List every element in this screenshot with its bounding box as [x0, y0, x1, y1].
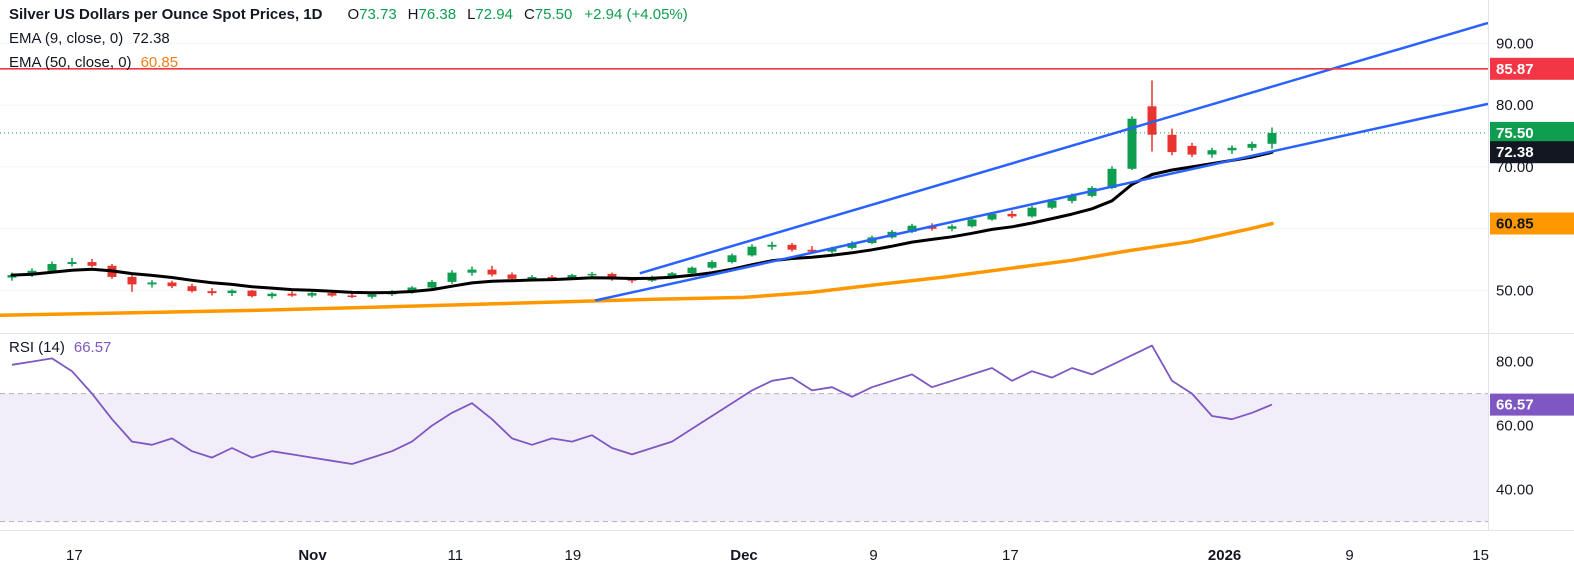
ohlc-low: L72.94	[467, 6, 513, 23]
axis-badge: 75.50	[1490, 121, 1574, 144]
symbol-title: Silver US Dollars per Ounce Spot Prices,…	[9, 6, 323, 23]
time-axis-label[interactable]: Nov	[298, 547, 327, 564]
axis-badge: 60.85	[1490, 212, 1574, 235]
ema9-legend-row[interactable]: EMA (9, close, 0) 72.38	[9, 30, 170, 47]
axis-badge: 85.87	[1490, 57, 1574, 80]
svg-text:66.57: 66.57	[1496, 397, 1534, 414]
ema9-line[interactable]	[10, 150, 1274, 295]
ema50-value: 60.85	[140, 54, 179, 71]
high-value: 76.38	[418, 6, 457, 23]
svg-text:60.85: 60.85	[1496, 216, 1534, 233]
low-value: 72.94	[475, 6, 513, 23]
axis-badge: 66.57	[1490, 393, 1574, 416]
axis-label: 80.00	[1496, 97, 1534, 114]
axis-label: 90.00	[1496, 35, 1534, 52]
ema50-line[interactable]	[0, 221, 1274, 318]
ema50-label: EMA (50, close, 0)	[9, 54, 132, 71]
rsi-label: RSI (14)	[9, 339, 65, 356]
rsi-value: 66.57	[73, 339, 112, 356]
time-axis-label[interactable]: 15	[1472, 547, 1489, 564]
time-axis-label[interactable]: 2026	[1208, 547, 1241, 564]
ohlc-close: C75.50	[524, 6, 572, 23]
axis-label: 50.00	[1496, 283, 1534, 300]
time-axis-label[interactable]: 11	[448, 547, 464, 564]
change-value: +2.94 (+4.05%)	[584, 6, 688, 23]
axis-label: 40.00	[1496, 482, 1534, 499]
axis-label: 80.00	[1496, 354, 1534, 371]
ema9-label: EMA (9, close, 0)	[9, 30, 124, 47]
open-label: O	[347, 6, 360, 23]
trendline[interactable]	[594, 102, 1489, 302]
time-axis-label[interactable]: 9	[869, 547, 877, 564]
close-value: 75.50	[534, 6, 573, 23]
close-label: C	[523, 6, 535, 23]
trendline[interactable]	[639, 21, 1489, 275]
open-value: 73.73	[359, 6, 397, 23]
candles[interactable]	[7, 80, 1277, 299]
time-axis-label[interactable]: 19	[565, 547, 582, 564]
axis-badge: 72.38	[1490, 141, 1574, 164]
svg-text:72.38: 72.38	[1496, 144, 1534, 161]
rsi-band	[0, 393, 1488, 522]
ema9-value: 72.38	[132, 30, 170, 47]
ohlc-high: H76.38	[408, 6, 456, 23]
time-axis-label[interactable]: 17	[1002, 547, 1019, 564]
svg-text:85.87: 85.87	[1496, 61, 1534, 78]
rsi-legend-row[interactable]: RSI (14) 66.57	[9, 339, 111, 356]
ema50-legend-row[interactable]: EMA (50, close, 0) 60.85	[9, 54, 178, 71]
svg-text:75.50: 75.50	[1496, 125, 1534, 142]
time-axis-label[interactable]: Dec	[730, 547, 758, 564]
symbol-legend-row[interactable]: Silver US Dollars per Ounce Spot Prices,…	[9, 6, 688, 23]
time-axis-label[interactable]: 17	[66, 547, 83, 564]
time-axis-label[interactable]: 9	[1345, 547, 1353, 564]
rsi-line[interactable]	[11, 344, 1273, 465]
high-label: H	[407, 6, 419, 23]
ohlc-open: O73.73	[347, 6, 396, 23]
low-label: L	[467, 6, 476, 23]
axis-label: 60.00	[1496, 418, 1534, 435]
